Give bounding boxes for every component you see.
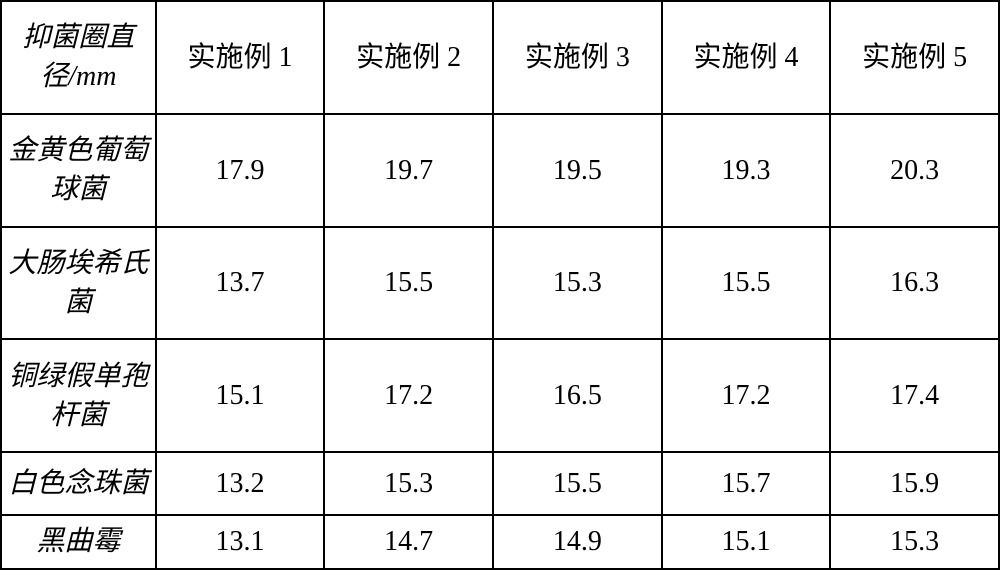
data-table-container: 抑菌圈直径/mm 实施例 1 实施例 2 实施例 3 实施例 4 实施例 5 金…: [0, 0, 1000, 570]
cell: 17.2: [324, 339, 493, 452]
col-header-4: 实施例 4: [662, 1, 831, 114]
col-header-3: 实施例 3: [493, 1, 662, 114]
inhibition-zone-table: 抑菌圈直径/mm 实施例 1 实施例 2 实施例 3 实施例 4 实施例 5 金…: [0, 0, 1000, 570]
cell: 19.7: [324, 114, 493, 227]
cell: 13.2: [156, 452, 325, 515]
cell: 16.5: [493, 339, 662, 452]
cell: 13.7: [156, 227, 325, 340]
cell: 19.5: [493, 114, 662, 227]
row-header-4: 黑曲霉: [1, 515, 156, 569]
table-row: 金黄色葡萄球菌 17.9 19.7 19.5 19.3 20.3: [1, 114, 999, 227]
cell: 15.9: [830, 452, 999, 515]
table-row: 大肠埃希氏菌 13.7 15.5 15.3 15.5 16.3: [1, 227, 999, 340]
cell: 20.3: [830, 114, 999, 227]
cell: 15.1: [662, 515, 831, 569]
table-row: 铜绿假单孢杆菌 15.1 17.2 16.5 17.2 17.4: [1, 339, 999, 452]
corner-header: 抑菌圈直径/mm: [1, 1, 156, 114]
row-header-3: 白色念珠菌: [1, 452, 156, 515]
col-header-2: 实施例 2: [324, 1, 493, 114]
cell: 13.1: [156, 515, 325, 569]
cell: 16.3: [830, 227, 999, 340]
cell: 15.7: [662, 452, 831, 515]
cell: 15.3: [493, 227, 662, 340]
col-header-1: 实施例 1: [156, 1, 325, 114]
cell: 15.1: [156, 339, 325, 452]
table-header-row: 抑菌圈直径/mm 实施例 1 实施例 2 实施例 3 实施例 4 实施例 5: [1, 1, 999, 114]
row-header-1: 大肠埃希氏菌: [1, 227, 156, 340]
cell: 14.7: [324, 515, 493, 569]
cell: 15.5: [493, 452, 662, 515]
cell: 17.9: [156, 114, 325, 227]
cell: 15.5: [324, 227, 493, 340]
cell: 17.4: [830, 339, 999, 452]
row-header-2: 铜绿假单孢杆菌: [1, 339, 156, 452]
cell: 15.3: [830, 515, 999, 569]
cell: 17.2: [662, 339, 831, 452]
cell: 19.3: [662, 114, 831, 227]
cell: 15.3: [324, 452, 493, 515]
cell: 14.9: [493, 515, 662, 569]
table-row: 白色念珠菌 13.2 15.3 15.5 15.7 15.9: [1, 452, 999, 515]
col-header-5: 实施例 5: [830, 1, 999, 114]
cell: 15.5: [662, 227, 831, 340]
row-header-0: 金黄色葡萄球菌: [1, 114, 156, 227]
table-row: 黑曲霉 13.1 14.7 14.9 15.1 15.3: [1, 515, 999, 569]
